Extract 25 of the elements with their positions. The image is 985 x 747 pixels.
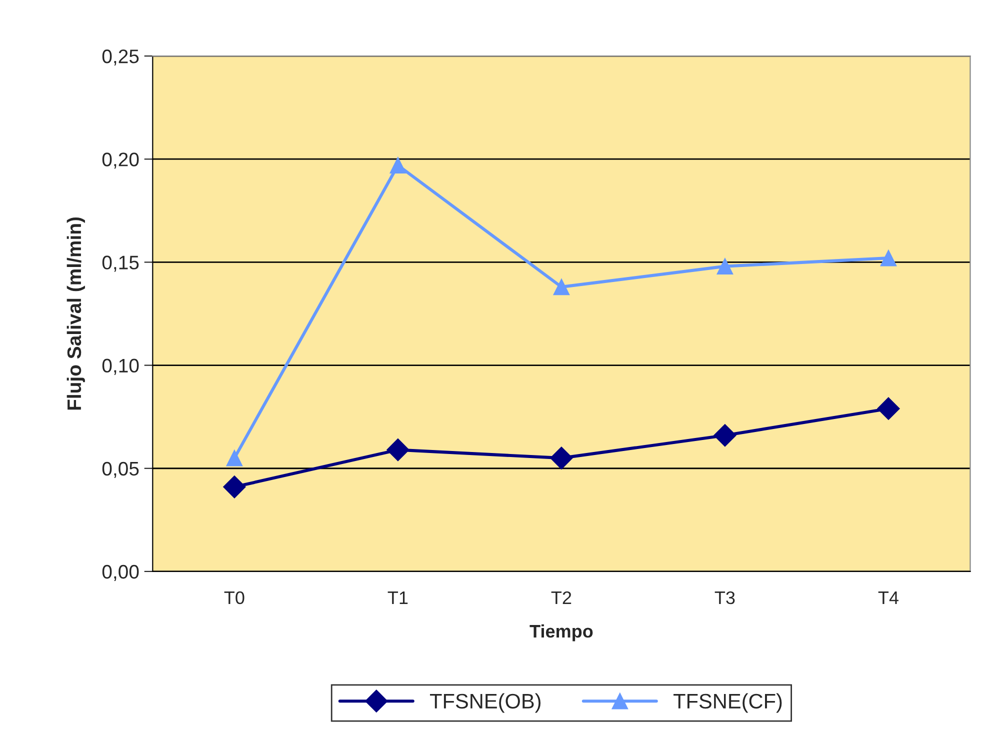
y-tick-label: 0,10 <box>102 358 139 375</box>
x-tick-label: T0 <box>224 591 244 604</box>
y-tick-label: 0,25 <box>102 49 139 66</box>
y-tick-label: 0,15 <box>102 256 139 272</box>
y-tick-label: 0,00 <box>102 564 139 581</box>
point <box>223 476 246 498</box>
x-tick-label: T4 <box>878 592 898 604</box>
x-tick-label: T3 <box>714 591 735 604</box>
point <box>877 397 900 420</box>
x-tick-label: T1 <box>388 592 408 604</box>
point <box>386 438 410 462</box>
point <box>550 446 573 470</box>
point <box>553 278 570 296</box>
point <box>880 250 897 266</box>
y-tick-label: 0,05 <box>102 462 139 478</box>
point <box>714 424 736 447</box>
point <box>716 258 734 274</box>
legend-label: TFSNE(CF) <box>674 693 782 713</box>
y-tick-label: 0,20 <box>102 152 139 169</box>
y-axis-title: Flujo Salival (ml/min) <box>66 217 85 410</box>
legend-label: TFSNE(OB) <box>430 693 540 713</box>
x-axis-title: Tiempo <box>530 624 593 642</box>
x-tick-label: T2 <box>551 591 572 604</box>
point <box>390 157 406 174</box>
point <box>226 450 243 466</box>
